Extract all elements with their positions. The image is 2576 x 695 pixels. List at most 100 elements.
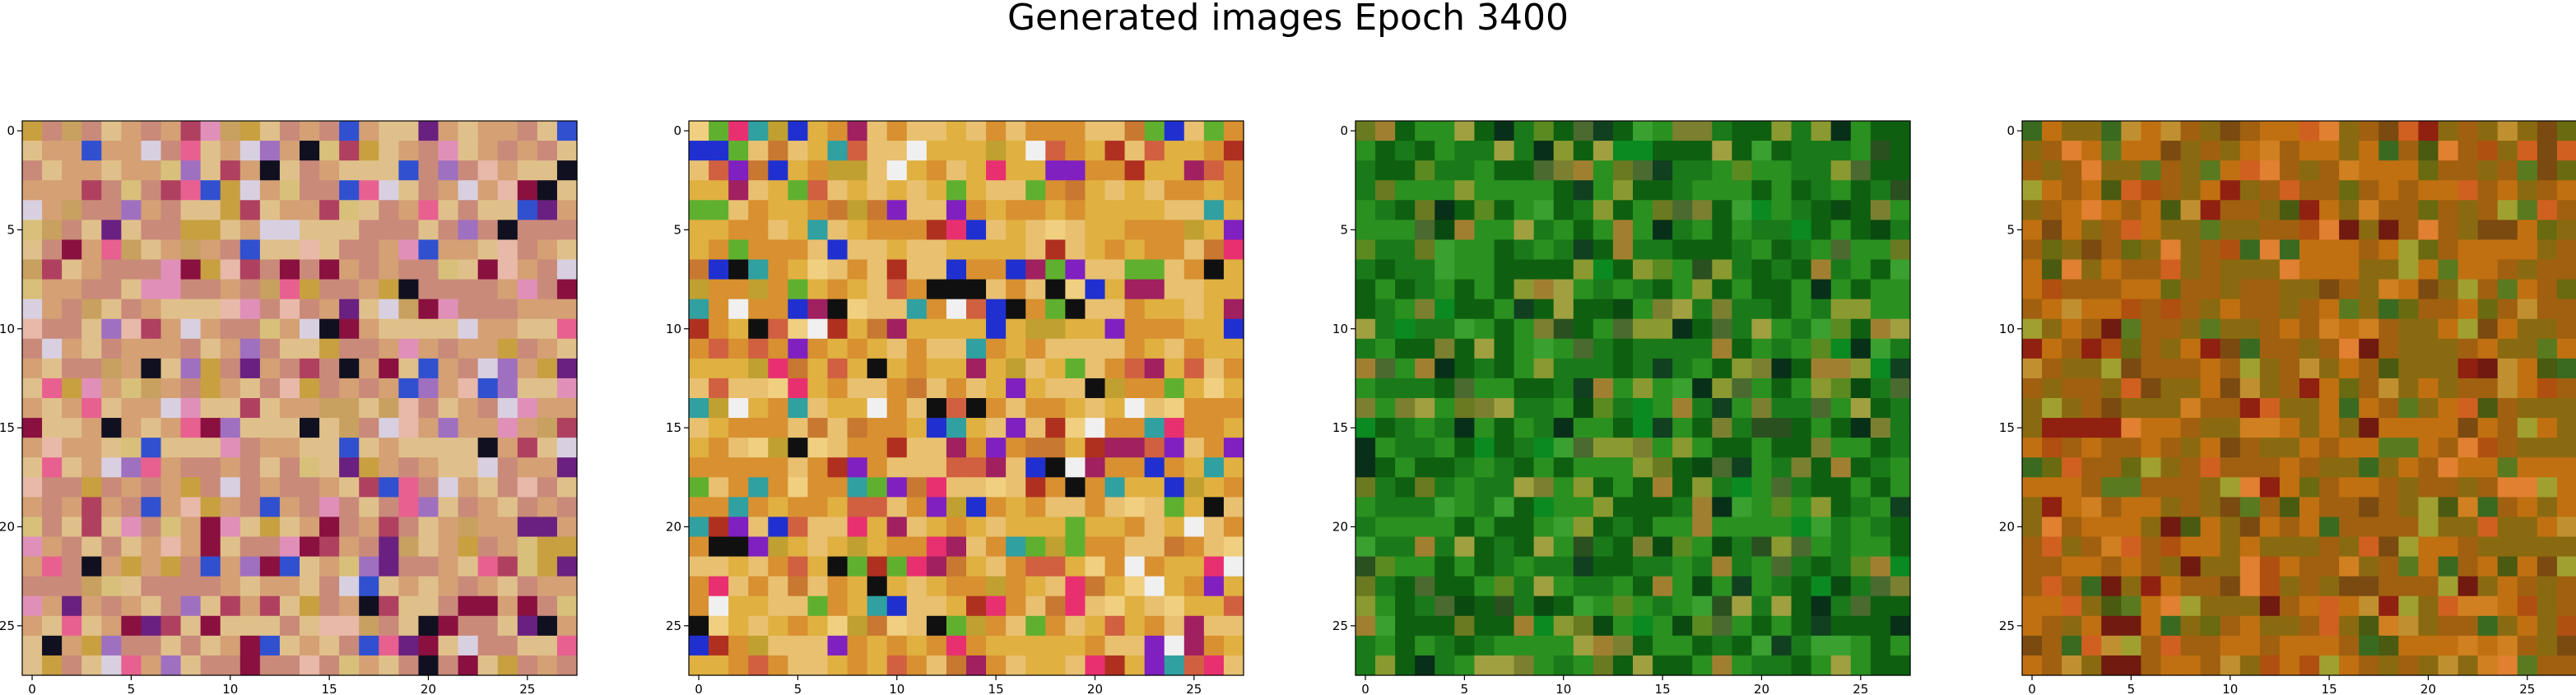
pixel-cell: [1454, 318, 1476, 340]
pixel-cell: [2220, 279, 2241, 300]
pixel-cell: [2517, 418, 2538, 438]
pixel-cell: [1375, 338, 1396, 359]
pixel-cell: [1085, 378, 1106, 399]
pixel-cell: [2062, 457, 2082, 478]
pixel-cell: [2259, 655, 2281, 676]
pixel-cell: [121, 517, 142, 538]
pixel-cell: [2279, 358, 2300, 379]
pixel-cell: [2359, 615, 2379, 637]
pixel-cell: [1692, 279, 1713, 300]
pixel-cell: [1065, 517, 1086, 538]
pixel-cell: [1223, 477, 1244, 498]
pixel-cell: [1395, 655, 1416, 676]
pixel-cell: [398, 141, 420, 161]
pixel-cell: [62, 398, 82, 419]
pixel-cell: [2042, 220, 2062, 241]
pixel-cell: [477, 121, 499, 141]
pixel-cell: [2180, 556, 2202, 577]
pixel-cell: [827, 418, 849, 438]
pixel-cell: [1415, 536, 1435, 558]
pixel-cell: [62, 457, 82, 478]
pixel-cell: [2438, 497, 2459, 518]
pixel-cell: [180, 121, 202, 141]
pixel-cell: [1751, 477, 1773, 498]
pixel-cell: [1203, 220, 1225, 241]
pixel-cell: [2398, 378, 2420, 399]
pixel-cell: [788, 438, 809, 458]
pixel-cell: [359, 279, 379, 300]
pixel-cell: [1751, 318, 1773, 340]
pixel-cell: [1830, 556, 1852, 577]
pixel-cell: [2536, 239, 2558, 261]
pixel-cell: [2497, 358, 2518, 379]
pixel-cell: [359, 438, 379, 458]
pixel-cell: [62, 121, 82, 141]
pixel-cell: [259, 239, 281, 261]
pixel-cell: [259, 180, 281, 201]
pixel-cell: [2497, 398, 2518, 419]
pixel-cell: [1593, 477, 1614, 498]
pixel-cell: [966, 200, 987, 220]
pixel-cell: [2062, 338, 2082, 359]
pixel-cell: [1124, 517, 1146, 538]
pixel-cell: [200, 338, 221, 359]
pixel-cell: [300, 259, 320, 280]
pixel-cell: [418, 358, 439, 379]
pixel-cell: [22, 279, 43, 300]
pixel-cell: [1183, 655, 1205, 676]
pixel-cell: [926, 358, 947, 379]
pixel-cell: [121, 655, 142, 676]
pixel-cell: [279, 338, 300, 359]
pixel-cell: [906, 438, 928, 458]
pixel-cell: [1830, 418, 1852, 438]
pixel-cell: [259, 338, 281, 359]
pixel-cell: [1124, 595, 1146, 617]
pixel-cell: [398, 438, 420, 458]
pixel-cell: [339, 398, 360, 419]
pixel-cell: [1164, 318, 1185, 340]
pixel-cell: [2378, 318, 2399, 340]
pixel-cell: [160, 556, 182, 577]
pixel-cell: [141, 180, 162, 201]
pixel-cell: [1203, 457, 1225, 478]
pixel-cell: [1144, 615, 1165, 637]
pixel-cell: [81, 477, 102, 498]
pixel-cell: [1104, 556, 1126, 577]
pixel-cell: [42, 358, 63, 379]
pixel-cell: [81, 239, 102, 261]
pixel-cell: [2438, 259, 2459, 280]
pixel-cell: [1474, 279, 1495, 300]
pixel-cell: [220, 160, 241, 181]
pixel-cell: [259, 477, 281, 498]
pixel-cell: [1025, 259, 1046, 280]
pixel-cell: [1830, 615, 1852, 637]
pixel-cell: [2259, 358, 2281, 379]
pixel-cell: [2200, 338, 2221, 359]
pixel-cell: [62, 318, 82, 340]
pixel-cell: [1830, 517, 1852, 538]
pixel-cell: [926, 635, 947, 656]
pixel-cell: [966, 438, 987, 458]
pixel-cell: [1751, 160, 1773, 181]
pixel-cell: [1025, 378, 1046, 399]
pixel-cell: [2141, 497, 2162, 518]
pixel-cell: [517, 457, 538, 478]
pixel-cell: [2141, 141, 2162, 161]
pixel-cell: [1633, 536, 1653, 558]
pixel-cell: [1065, 259, 1086, 280]
pixel-cell: [1890, 398, 1911, 419]
pixel-cell: [180, 378, 202, 399]
pixel-cell: [2398, 338, 2420, 359]
pixel-cell: [1006, 338, 1026, 359]
pixel-cell: [926, 239, 947, 261]
pixel-cell: [2556, 655, 2576, 676]
pixel-cell: [2101, 299, 2122, 320]
pixel-cell: [2517, 318, 2538, 340]
pixel-cell: [2239, 279, 2261, 300]
pixel-cell: [867, 220, 888, 241]
pixel-cell: [62, 517, 82, 538]
pixel-cell: [2378, 121, 2399, 141]
pixel-cell: [1355, 655, 1376, 676]
pixel-cell: [2081, 556, 2102, 577]
